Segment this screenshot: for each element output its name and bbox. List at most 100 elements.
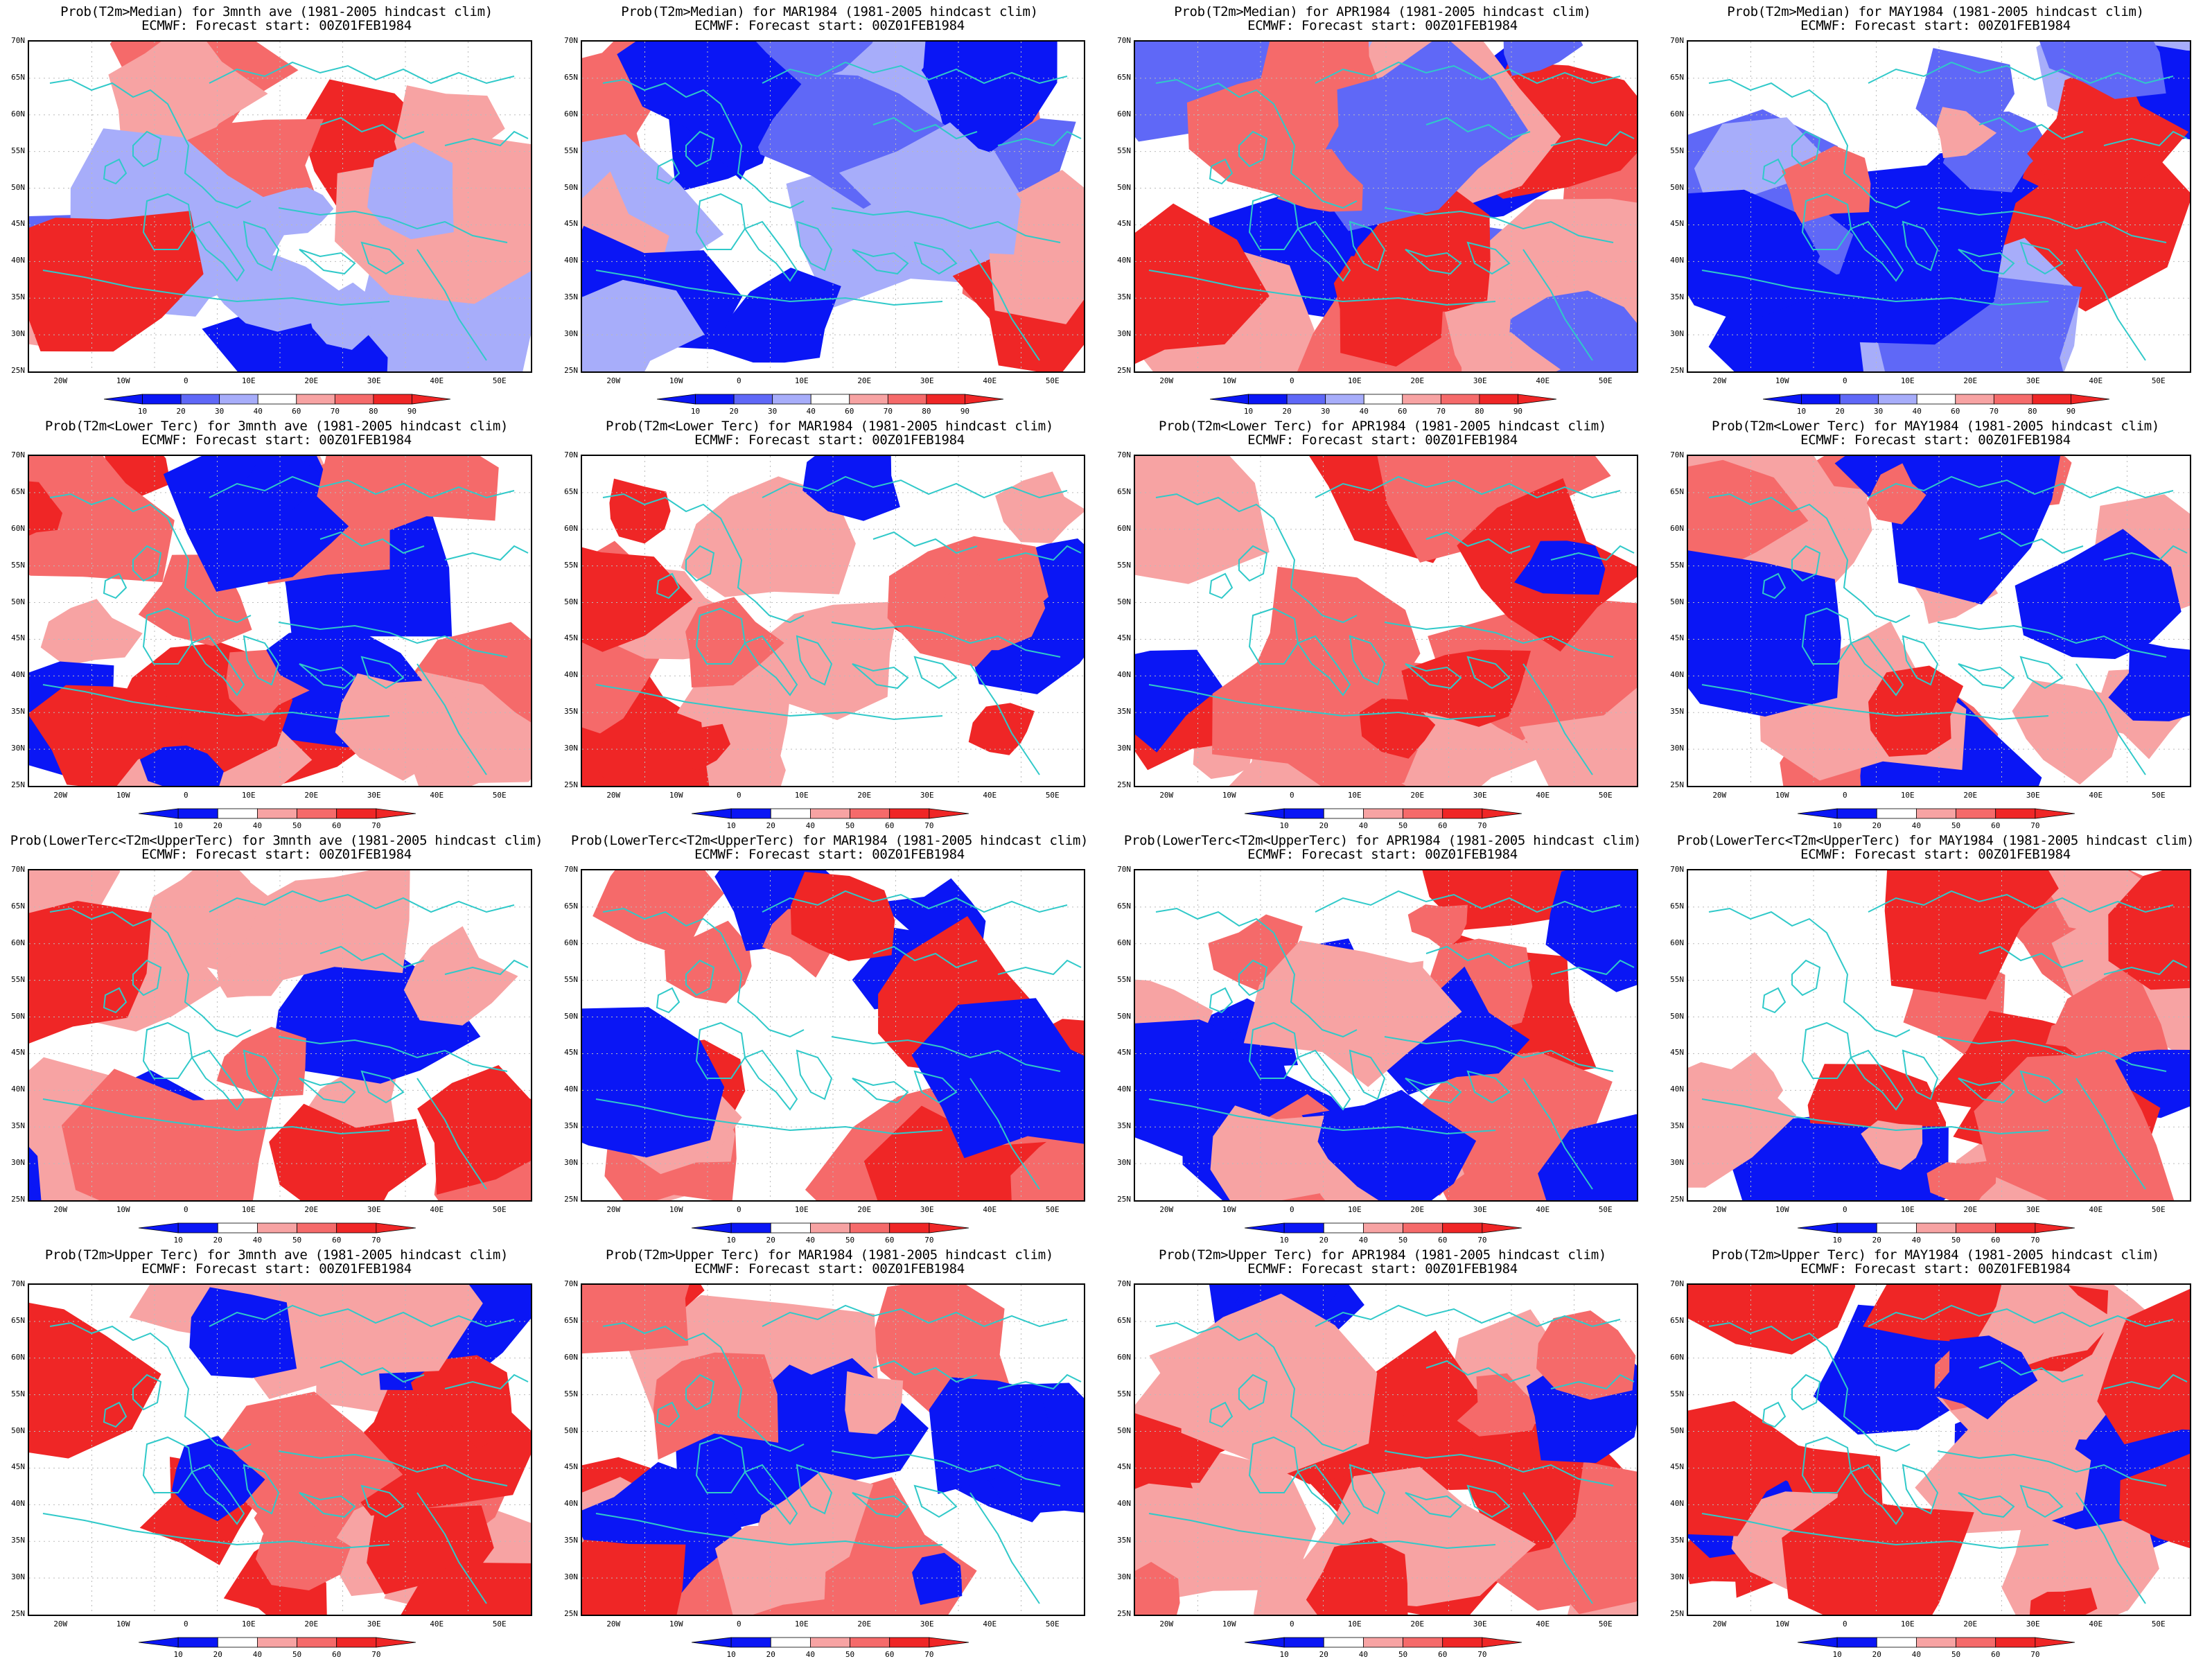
latitude-label: 50N xyxy=(564,182,578,192)
latitude-label: 45N xyxy=(1117,1048,1131,1057)
latitude-label: 65N xyxy=(1117,72,1131,82)
colorbar-segment xyxy=(810,1637,850,1648)
latitude-label: 55N xyxy=(1670,560,1684,570)
colorbar-segment xyxy=(1286,394,1326,405)
probability-contour-region xyxy=(582,279,705,371)
longitude-label: 20W xyxy=(53,376,68,385)
colorbar-label: 40 xyxy=(1912,407,1922,416)
map-area xyxy=(1134,40,1638,373)
map-gridlines xyxy=(582,42,1084,371)
colorbar-label: 60 xyxy=(1991,1650,2001,1659)
colorbar-label: 60 xyxy=(885,821,895,830)
latitude-label: 25N xyxy=(1117,1609,1131,1618)
colorbar-label: 60 xyxy=(332,1650,342,1659)
latitude-label: 25N xyxy=(1670,1609,1684,1618)
longitude-label: 20W xyxy=(1712,376,1727,385)
longitude-label: 10E xyxy=(1900,1620,1915,1629)
probability-contour-region xyxy=(2119,1453,2190,1549)
colorbar-segment xyxy=(217,808,258,819)
latitude-label: 55N xyxy=(1117,146,1131,155)
colorbar-segment xyxy=(772,394,811,405)
colorbar-label: 60 xyxy=(1438,1650,1448,1659)
latitude-label: 25N xyxy=(564,366,578,375)
latitude-label: 55N xyxy=(1670,1389,1684,1398)
probability-contour-region xyxy=(1520,687,1637,786)
latitude-label: 30N xyxy=(1117,744,1131,753)
colorbar-label: 20 xyxy=(1282,407,1292,416)
colorbar-label: 40 xyxy=(1358,1650,1369,1659)
forecast-panel: Prob(LowerTerc<T2m<UpperTerc) for MAY198… xyxy=(1659,829,2212,1245)
panel-title: Prob(T2m>Upper Terc) for MAR1984 (1981-2… xyxy=(605,1247,1054,1263)
longitude-label: 30E xyxy=(920,376,934,385)
colorbar-segment xyxy=(296,394,335,405)
probability-contour-region xyxy=(1866,463,1926,525)
colorbar-segment xyxy=(1956,808,1996,819)
latitude-label: 55N xyxy=(1117,1389,1131,1398)
longitude-label: 40E xyxy=(430,376,444,385)
latitude-label: 50N xyxy=(1117,182,1131,192)
map-gridlines xyxy=(1135,1285,1637,1615)
probability-map xyxy=(29,870,531,1200)
probability-contour-region xyxy=(968,703,1035,755)
colorbar-segment xyxy=(1482,1222,1522,1234)
colorbar-segment xyxy=(889,808,930,819)
latitude-label: 55N xyxy=(11,146,25,155)
panel-title: Prob(T2m<Lower Terc) for MAR1984 (1981-2… xyxy=(605,419,1054,434)
colorbar-segment xyxy=(1836,1637,1877,1648)
longitude-label: 10E xyxy=(794,1205,809,1214)
colorbar-segment xyxy=(1283,808,1324,819)
probability-contour-region xyxy=(929,1377,1051,1494)
colorbar-segment xyxy=(1798,1222,1838,1234)
latitude-label: 60N xyxy=(1670,938,1684,947)
colorbar-label: 30 xyxy=(215,407,225,416)
probability-contour-region xyxy=(189,1287,297,1378)
longitude-label: 30E xyxy=(920,1620,934,1629)
probability-contour-region xyxy=(29,1302,161,1459)
map-area xyxy=(28,40,532,373)
longitude-label: 20W xyxy=(606,791,621,800)
probability-contour-region xyxy=(163,456,369,592)
colorbar xyxy=(1245,1637,1522,1648)
colorbar-segment xyxy=(1876,1637,1917,1648)
colorbar-segment xyxy=(297,808,337,819)
longitude-label: 10E xyxy=(241,1620,256,1629)
probability-contour-region xyxy=(256,1512,351,1590)
probability-map xyxy=(1688,456,2190,786)
longitude-label: 10W xyxy=(116,1620,130,1629)
probability-contour-region xyxy=(317,456,499,541)
map-area xyxy=(1687,40,2191,373)
longitude-label: 10W xyxy=(1775,1620,1789,1629)
longitude-label: 10W xyxy=(1222,1620,1236,1629)
longitude-label: 20E xyxy=(857,791,872,800)
probability-contour-region xyxy=(243,456,320,512)
latitude-label: 60N xyxy=(11,1352,25,1362)
panel-subtitle: ECMWF: Forecast start: 00Z01FEB1984 xyxy=(1247,847,1518,862)
colorbar-segment xyxy=(1403,808,1443,819)
probability-contour-region xyxy=(171,1435,265,1522)
latitude-label: 40N xyxy=(564,1499,578,1509)
coastlines xyxy=(1701,475,2188,775)
colorbar-segment xyxy=(730,808,771,819)
latitude-label: 60N xyxy=(11,938,25,947)
longitude-label: 20W xyxy=(606,1620,621,1629)
latitude-label: 65N xyxy=(1117,1315,1131,1325)
forecast-panel: Prob(T2m>Median) for MAR1984 (1981-2005 … xyxy=(553,0,1106,416)
latitude-label: 70N xyxy=(1117,865,1131,874)
map-gridlines xyxy=(582,456,1084,786)
colorbar xyxy=(692,1637,969,1648)
probability-contour-region xyxy=(582,1007,725,1158)
probability-contour-region xyxy=(944,557,1046,651)
colorbar-segment xyxy=(770,1637,811,1648)
latitude-label: 60N xyxy=(1670,109,1684,119)
latitude-label: 45N xyxy=(11,1048,25,1057)
longitude-label: 20E xyxy=(1963,1205,1978,1214)
longitude-label: 50E xyxy=(1598,376,1613,385)
longitude-label: 20E xyxy=(1410,1620,1425,1629)
longitude-label: 20E xyxy=(857,1205,872,1214)
colorbar-segment xyxy=(334,394,374,405)
probability-contour-region xyxy=(218,870,410,981)
colorbar-segment xyxy=(177,1637,218,1648)
panel-title: Prob(T2m>Upper Terc) for 3mnth ave (1981… xyxy=(44,1247,509,1263)
latitude-label: 35N xyxy=(1670,1536,1684,1545)
